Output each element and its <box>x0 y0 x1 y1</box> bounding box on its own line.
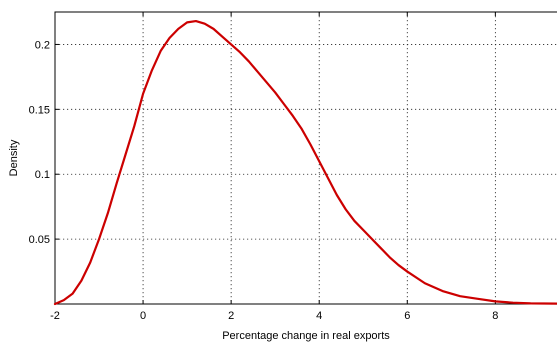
y-axis-label: Density <box>8 139 20 176</box>
y-tick-label: 0.2 <box>35 39 50 51</box>
x-tick-label: 6 <box>404 310 410 322</box>
x-tick-label: 0 <box>140 310 146 322</box>
x-tick-label: 4 <box>316 310 322 322</box>
grid <box>55 12 557 304</box>
y-tick-label: 0.05 <box>29 234 50 246</box>
density-curve <box>53 19 557 306</box>
plot-frame <box>54 11 557 305</box>
y-tick-label: 0.15 <box>29 104 50 116</box>
y-tick-label: 0.1 <box>35 169 50 181</box>
x-tick-label: 8 <box>492 310 498 322</box>
x-tick-label: -2 <box>50 310 60 322</box>
x-tick-label: 2 <box>228 310 234 322</box>
ticks: -2 0 2 4 6 8 0.05 0.1 0.15 0.2 <box>29 12 498 322</box>
x-axis-label: Percentage change in real exports <box>222 330 390 342</box>
series-group <box>53 19 557 306</box>
